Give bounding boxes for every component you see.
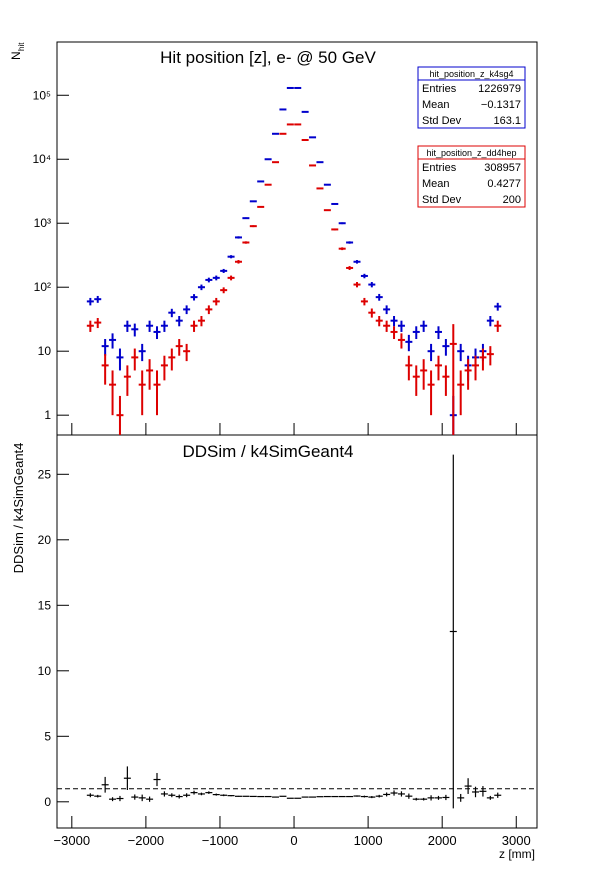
stats-key: Std Dev bbox=[422, 115, 462, 127]
stats-value: 0.4277 bbox=[487, 178, 521, 190]
y-tick-label: 10⁴ bbox=[32, 152, 51, 166]
stats-value: 1226979 bbox=[478, 83, 521, 95]
x-label: z [mm] bbox=[499, 847, 535, 861]
y-tick-label: 5 bbox=[44, 729, 51, 743]
stats-value: 308957 bbox=[484, 162, 521, 174]
stats-value: 163.1 bbox=[493, 115, 521, 127]
y-tick-label: 10³ bbox=[34, 216, 51, 230]
y-tick-label: 0 bbox=[44, 795, 51, 809]
stats-value: 200 bbox=[503, 194, 521, 206]
y-tick-label: 10 bbox=[38, 344, 52, 358]
y-tick-label: 10⁵ bbox=[33, 88, 51, 102]
ratio-title: DDSim / k4SimGeant4 bbox=[183, 442, 354, 461]
stats-key: Entries bbox=[422, 83, 457, 95]
x-tick-label: 0 bbox=[290, 833, 297, 848]
y-label: N hit bbox=[9, 42, 26, 60]
bottom-frame bbox=[56, 434, 538, 829]
x-tick-label: 3000 bbox=[502, 833, 531, 848]
x-tick-label: 1000 bbox=[354, 833, 383, 848]
chart-title: Hit position [z], e- @ 50 GeV bbox=[160, 48, 376, 67]
ratio-y-label: DDSim / k4SimGeant4 bbox=[11, 443, 26, 574]
y-tick-label: 25 bbox=[38, 467, 52, 481]
y-tick-label: 1 bbox=[44, 408, 51, 422]
x-tick-label: −1000 bbox=[202, 833, 239, 848]
x-tick-label: −2000 bbox=[128, 833, 165, 848]
stats-key: Mean bbox=[422, 178, 450, 190]
y-tick-label: 10 bbox=[38, 664, 52, 678]
stats-key: Mean bbox=[422, 99, 450, 111]
top-marks bbox=[86, 86, 502, 435]
y-tick-label: 20 bbox=[38, 533, 52, 547]
x-tick-label: −3000 bbox=[54, 833, 91, 848]
y-label-sub: hit bbox=[17, 42, 26, 51]
y-label-main: N bbox=[9, 51, 23, 60]
stats-key: Entries bbox=[422, 162, 457, 174]
stats-title: hit_position_z_dd4hep bbox=[426, 148, 516, 158]
stats-value: −0.1317 bbox=[481, 99, 521, 111]
stats-box bbox=[417, 66, 526, 129]
x-tick-label: 2000 bbox=[428, 833, 457, 848]
stats-box bbox=[417, 145, 526, 208]
y-tick-label: 15 bbox=[38, 598, 52, 612]
stats-key: Std Dev bbox=[422, 194, 462, 206]
ratio-marks bbox=[57, 454, 537, 809]
y-tick-label: 10² bbox=[34, 280, 51, 294]
stats-title: hit_position_z_k4sg4 bbox=[429, 69, 513, 79]
